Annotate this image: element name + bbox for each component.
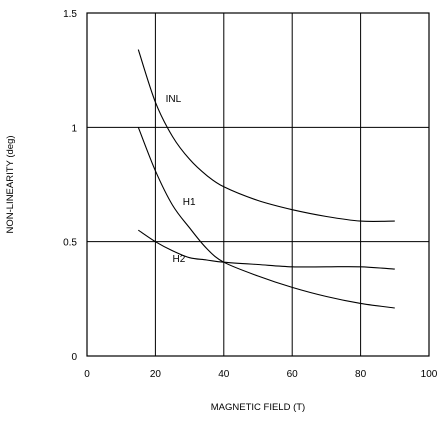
series-label-inl: INL — [166, 94, 182, 105]
x-tick-label: 60 — [287, 369, 299, 380]
x-axis-label: MAGNETIC FIELD (T) — [211, 402, 305, 413]
x-tick-label: 20 — [150, 369, 162, 380]
plot-frame — [86, 12, 430, 357]
y-tick-label: 1.5 — [63, 9, 77, 20]
x-tick-label: 0 — [84, 369, 90, 380]
y-tick-label: 0 — [71, 352, 77, 363]
y-tick-label: 1 — [71, 123, 77, 134]
series-line-h1 — [137, 127, 395, 309]
x-tick-label: 80 — [355, 369, 367, 380]
x-tick-label: 100 — [421, 369, 438, 380]
series-line-h2 — [137, 229, 395, 270]
tick-labels: 0 20 40 60 80 100 0 0.5 1 1.5 — [63, 9, 438, 380]
y-axis-label: NON-LINEARITY (deg) — [5, 135, 16, 233]
x-tick-label: 40 — [218, 369, 230, 380]
series-label-h1: H1 — [183, 197, 196, 208]
series-label-h2: H2 — [173, 254, 186, 265]
y-tick-label: 0.5 — [63, 238, 77, 249]
series-line-inl — [137, 49, 395, 222]
gridlines — [87, 13, 429, 356]
series-labels: INL H1 H2 — [166, 94, 196, 265]
series-layer — [137, 49, 395, 309]
